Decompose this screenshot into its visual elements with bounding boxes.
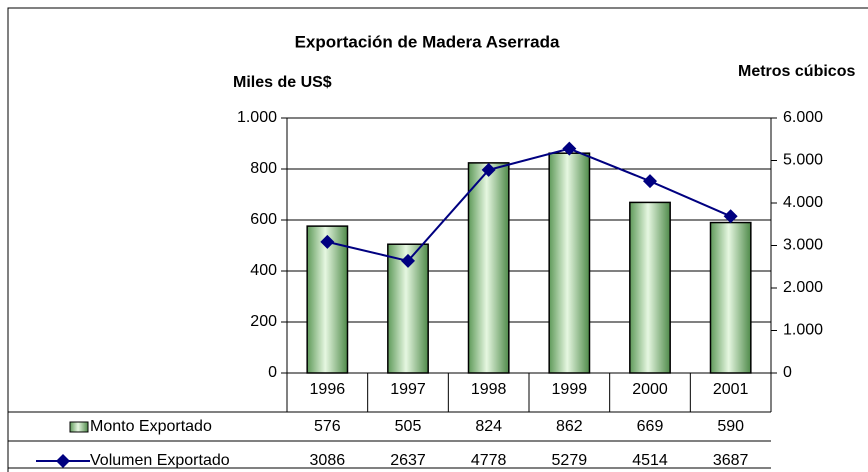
table-value: 3086 <box>310 452 346 469</box>
line <box>327 147 732 263</box>
marker <box>481 162 496 177</box>
table-value: 669 <box>637 418 664 435</box>
y2-tick-label: 3.000 <box>783 237 823 254</box>
bar <box>306 225 349 374</box>
marker <box>643 174 657 189</box>
marker <box>723 209 738 224</box>
x-tick-label: 1998 <box>471 381 507 398</box>
table-value: 576 <box>314 418 341 435</box>
y2-tick-label: 2.000 <box>783 279 823 296</box>
table-value: 3687 <box>713 452 749 469</box>
table-value: 4778 <box>471 452 507 469</box>
x-tick-label: 1997 <box>390 381 426 398</box>
bar <box>548 152 591 374</box>
y2-tick-label: 4.000 <box>783 194 823 211</box>
legend-label: Monto Exportado <box>90 418 212 435</box>
bar <box>709 221 752 374</box>
table-value: 4514 <box>632 452 668 469</box>
marker <box>562 141 577 156</box>
y-tick-label: 200 <box>250 313 277 330</box>
y2-axis-title: Metros cúbicos <box>738 63 855 80</box>
legend-swatch <box>69 421 89 433</box>
y2-tick-label: 6.000 <box>783 109 823 126</box>
table-value: 5279 <box>552 452 588 469</box>
y-tick-label: 1.000 <box>237 109 277 126</box>
table-value: 505 <box>395 418 422 435</box>
y2-tick-label: 0 <box>783 364 792 381</box>
y2-tick-label: 5.000 <box>783 152 823 169</box>
x-tick-label: 2000 <box>632 381 668 398</box>
marker <box>401 253 415 268</box>
table-value: 590 <box>717 418 744 435</box>
y-tick-label: 0 <box>268 364 277 381</box>
y-tick-label: 800 <box>250 160 277 177</box>
x-tick-label: 1999 <box>552 381 588 398</box>
x-tick-label: 2001 <box>713 381 749 398</box>
table-value: 824 <box>475 418 502 435</box>
y2-tick-label: 1.000 <box>783 322 823 339</box>
table-value: 862 <box>556 418 583 435</box>
bar <box>467 162 510 374</box>
x-tick-label: 1996 <box>310 381 346 398</box>
chart-title: Exportación de Madera Aserrada <box>295 32 560 51</box>
y-tick-label: 600 <box>250 211 277 228</box>
legend-label: Volumen Exportado <box>90 452 230 469</box>
bar <box>629 201 671 374</box>
y-axis-title: Miles de US$ <box>233 74 332 91</box>
y-tick-label: 400 <box>250 262 277 279</box>
table-value: 2637 <box>390 452 426 469</box>
legend-marker <box>56 454 70 468</box>
marker <box>320 234 335 249</box>
